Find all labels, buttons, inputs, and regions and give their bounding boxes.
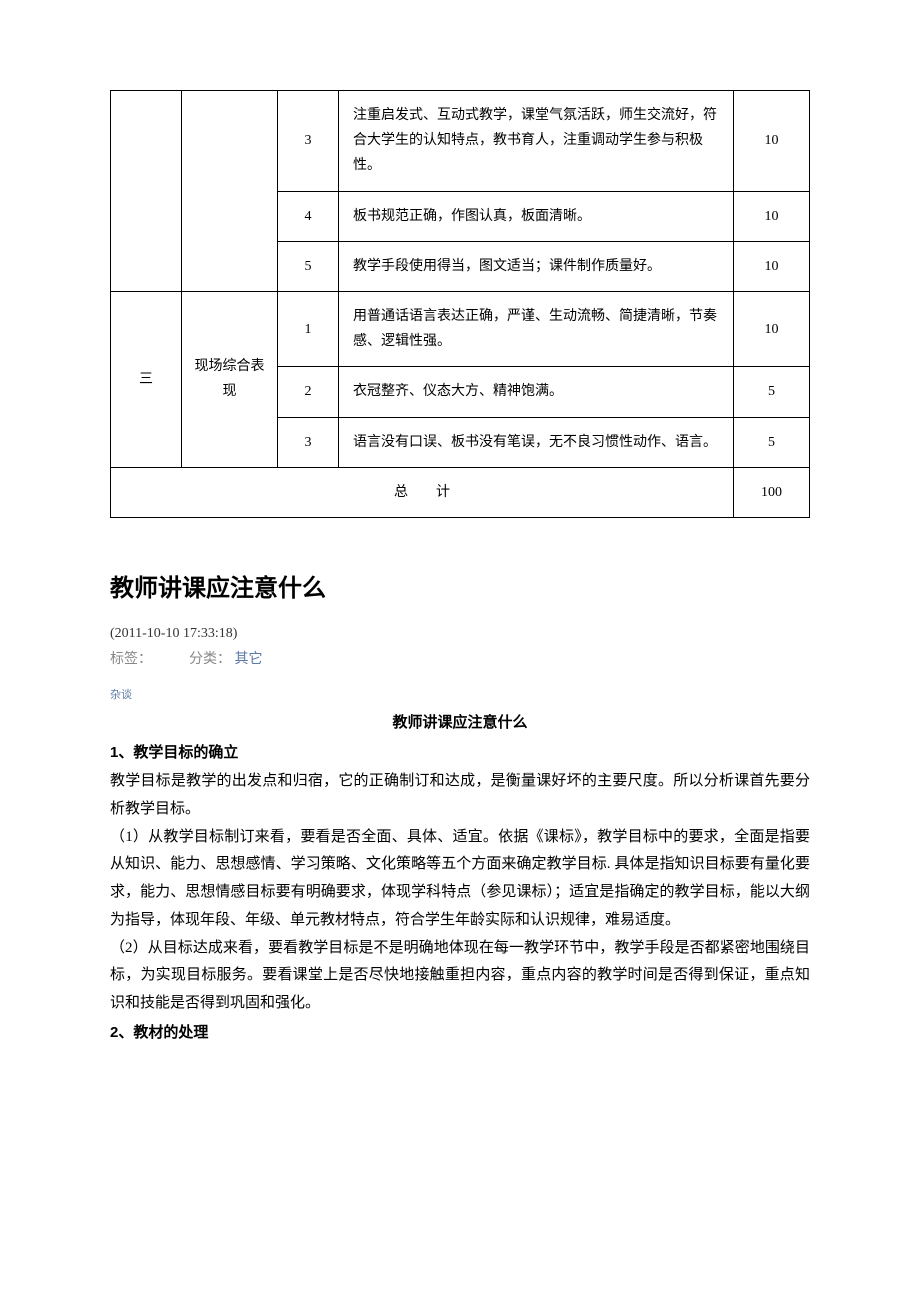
- category-link[interactable]: 其它: [235, 652, 263, 667]
- table-row: 三 现场综合表现 1 用普通话语言表达正确，严谨、生动流畅、简捷清晰，节奏感、逻…: [111, 291, 810, 366]
- section-heading: 1、教学目标的确立: [110, 738, 810, 768]
- cell-score: 5: [734, 417, 810, 467]
- paragraph: （1）从教学目标制订来看，要看是否全面、具体、适宜。依据《课标》，教学目标中的要…: [110, 824, 810, 935]
- cell-total-score: 100: [734, 467, 810, 517]
- cell-idx: 1: [278, 291, 339, 366]
- cell-desc: 衣冠整齐、仪态大方、精神饱满。: [339, 367, 734, 417]
- cell-idx: 5: [278, 241, 339, 291]
- cell-idx: 3: [278, 417, 339, 467]
- cell-empty: [182, 91, 278, 292]
- table-row: 3 注重启发式、互动式教学，课堂气氛活跃，师生交流好，符合大学生的认知特点，教书…: [111, 91, 810, 192]
- cell-idx: 2: [278, 367, 339, 417]
- cell-desc: 注重启发式、互动式教学，课堂气氛活跃，师生交流好，符合大学生的认知特点，教书育人…: [339, 91, 734, 192]
- article-meta: (2011-10-10 17:33:18) 标签： 分类： 其它: [110, 621, 810, 674]
- cell-empty: [111, 91, 182, 292]
- cell-desc: 板书规范正确，作图认真，板面清晰。: [339, 191, 734, 241]
- cell-score: 5: [734, 367, 810, 417]
- timestamp: (2011-10-10 17:33:18): [110, 626, 237, 641]
- cell-idx: 4: [278, 191, 339, 241]
- category-label: 分类：: [189, 652, 231, 667]
- section-heading: 2、教材的处理: [110, 1018, 810, 1048]
- cell-desc: 教学手段使用得当，图文适当；课件制作质量好。: [339, 241, 734, 291]
- evaluation-table: 3 注重启发式、互动式教学，课堂气氛活跃，师生交流好，符合大学生的认知特点，教书…: [110, 90, 810, 518]
- cell-score: 10: [734, 241, 810, 291]
- tag-link[interactable]: 杂谈: [110, 686, 810, 702]
- table-total-row: 总 计 100: [111, 467, 810, 517]
- cell-desc: 用普通话语言表达正确，严谨、生动流畅、简捷清晰，节奏感、逻辑性强。: [339, 291, 734, 366]
- cell-score: 10: [734, 191, 810, 241]
- cell-category-name: 现场综合表现: [182, 291, 278, 467]
- article-title: 教师讲课应注意什么: [110, 568, 810, 603]
- cell-total-label: 总 计: [111, 467, 734, 517]
- cell-score: 10: [734, 291, 810, 366]
- cell-score: 10: [734, 91, 810, 192]
- paragraph: （2）从目标达成来看，要看教学目标是不是明确地体现在每一教学环节中，教学手段是否…: [110, 935, 810, 1018]
- tag-label: 标签：: [110, 652, 152, 667]
- cell-desc: 语言没有口误、板书没有笔误，无不良习惯性动作、语言。: [339, 417, 734, 467]
- cell-idx: 3: [278, 91, 339, 192]
- cell-category-num: 三: [111, 291, 182, 467]
- center-title: 教师讲课应注意什么: [110, 708, 810, 738]
- paragraph: 教学目标是教学的出发点和归宿，它的正确制订和达成，是衡量课好坏的主要尺度。所以分…: [110, 768, 810, 824]
